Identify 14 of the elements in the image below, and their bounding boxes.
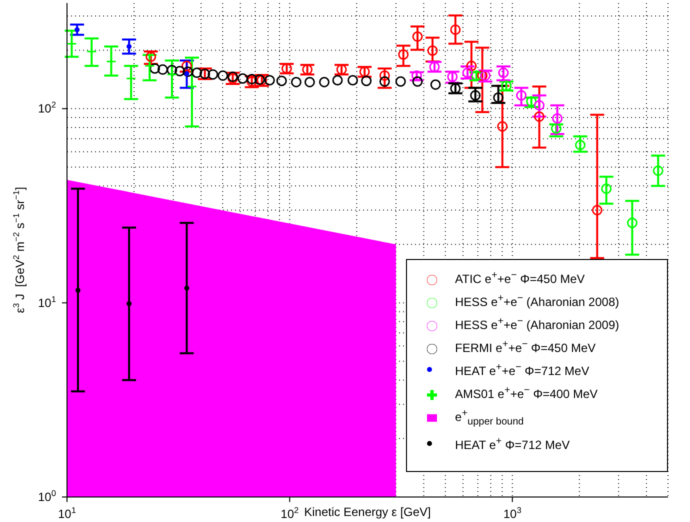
legend-label: FERMI e$^{+}$+e$^{−}$ Φ=450 MeV xyxy=(455,338,596,357)
legend-label: ATIC e$^{+}$+e$^{−}$ Φ=450 MeV xyxy=(455,269,585,288)
y-tick-label: 10$^{1}$ xyxy=(38,294,56,310)
legend-label: AMS01 e$^{+}$+e$^{−}$ Φ=400 MeV xyxy=(455,384,598,403)
legend-label: HEAT e$^{+}$+e$^{−}$ Φ=712 MeV xyxy=(455,361,590,380)
legend-label: HESS e$^{+}$+e$^{−}$ (Aharonian 2008) xyxy=(455,292,620,311)
legend-label: HESS e$^{+}$+e$^{−}$ (Aharonian 2009) xyxy=(455,315,620,334)
y-tick-label: 10$^{2}$ xyxy=(38,100,56,116)
x-tick-label: 10$^{3}$ xyxy=(503,505,522,521)
legend-label: HEAT e$^{+}$ Φ=712 MeV xyxy=(455,435,570,454)
y-tick-label: 10$^{0}$ xyxy=(38,488,56,504)
x-tick-label: 10$^{1}$ xyxy=(58,505,76,521)
x-tick-label: 10$^{2}$ xyxy=(280,505,300,521)
x-axis-title: Kinetic Eenergy ε [GeV] xyxy=(304,505,431,519)
